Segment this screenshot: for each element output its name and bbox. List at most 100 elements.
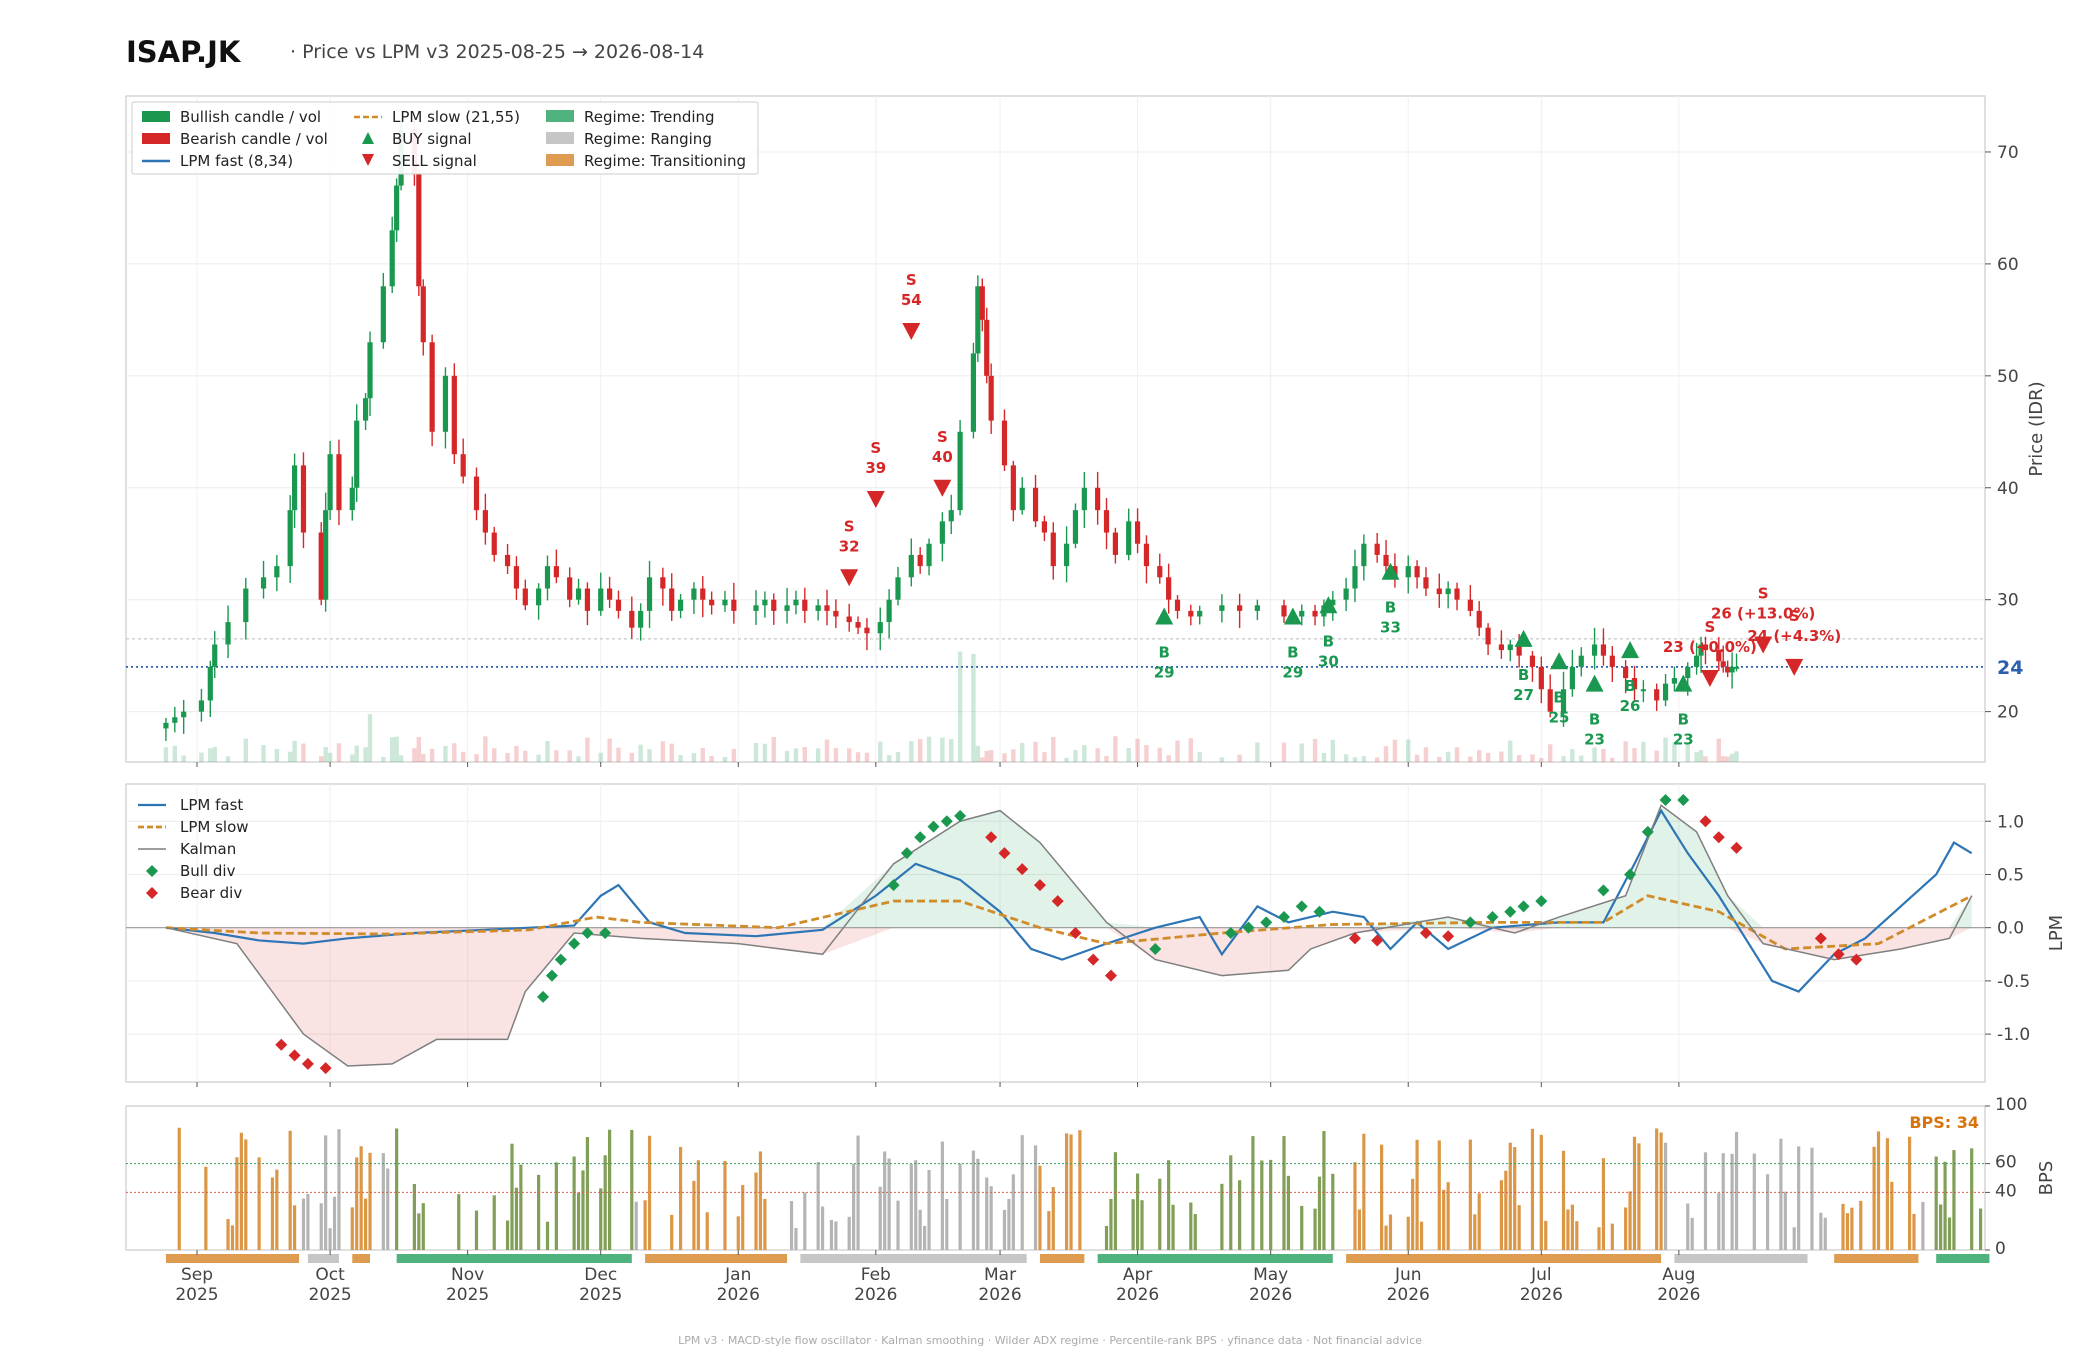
bps-bar <box>887 1158 891 1250</box>
sell-signal-price: 24 (+4.3%) <box>1747 627 1841 645</box>
lpm-panel: -1.0 -0.5 0.0 0.5 1.0 LPM LPM fast LPM slow Kalm… <box>125 783 2067 1083</box>
volume-bar <box>722 756 728 762</box>
lpm-legend-label: Bull div <box>180 862 236 880</box>
bps-bar <box>1038 1165 1042 1250</box>
candle-body <box>1343 588 1349 600</box>
candle-body <box>1414 566 1420 578</box>
candle-body <box>1219 605 1225 611</box>
bps-bar <box>1078 1130 1082 1250</box>
bull-div-marker <box>1149 942 1162 955</box>
bps-bar <box>1859 1200 1863 1250</box>
candle-body <box>629 610 635 628</box>
bps-bar <box>1912 1213 1916 1250</box>
volume-bar <box>1126 747 1131 762</box>
bull-div-marker <box>914 831 927 844</box>
buy-signal-marker <box>1381 562 1400 580</box>
sell-signal-letter: S <box>906 271 917 289</box>
volume-bar <box>616 747 621 762</box>
volume-bar <box>1623 741 1628 762</box>
bps-bar <box>1659 1132 1663 1250</box>
candle-body <box>336 454 342 511</box>
bull-div-marker <box>1597 884 1610 897</box>
x-tick-month: May <box>1253 1265 1288 1285</box>
volume-bar <box>975 745 981 762</box>
candle-body <box>677 599 684 611</box>
bps-bar <box>1171 1204 1175 1250</box>
x-tick-month: Dec <box>584 1265 617 1285</box>
bull-div-marker <box>1260 916 1273 929</box>
volume-bar <box>1729 753 1735 762</box>
volume-bar <box>1592 747 1597 762</box>
volume-bar <box>762 743 768 762</box>
sell-signal-letter: S <box>1758 584 1769 602</box>
candle-body <box>1001 420 1008 466</box>
candle-body <box>1467 599 1473 611</box>
bps-tick-label: 60 <box>1995 1153 2017 1173</box>
candle-body <box>802 599 808 611</box>
candle-body <box>1237 605 1243 611</box>
volume-bar <box>988 750 994 762</box>
buy-signal-price: 30 <box>1318 652 1339 670</box>
bps-bar <box>989 1186 993 1250</box>
candle-body <box>975 286 981 354</box>
buy-signal-letter: B <box>1678 711 1689 729</box>
bear-div-marker <box>319 1062 332 1075</box>
bear-div-marker <box>998 847 1011 860</box>
candle-body <box>1126 521 1132 555</box>
candle-body <box>1032 487 1039 522</box>
sell-signal-marker <box>1785 658 1804 676</box>
volume-bar <box>864 752 870 762</box>
bps-bar <box>1468 1139 1472 1250</box>
bear-div-marker <box>301 1057 314 1070</box>
volume-bar <box>199 752 204 762</box>
bps-bar <box>301 1198 306 1250</box>
bull-div-marker <box>1295 900 1308 913</box>
candle-body <box>939 521 945 544</box>
volume-bar <box>163 747 169 762</box>
volume-bar <box>855 752 861 762</box>
bull-div-marker <box>537 990 550 1003</box>
price-legend: Bullish candle / vol Bearish candle / vol… <box>131 101 759 175</box>
volume-bar <box>394 736 399 762</box>
volume-bar <box>1547 744 1553 762</box>
candle-body <box>709 599 715 606</box>
volume-bar <box>585 737 590 762</box>
volume-bar <box>172 745 178 762</box>
candle-body <box>1112 532 1118 555</box>
volume-bar <box>793 748 799 762</box>
volume-bar <box>1423 747 1429 762</box>
candle-body <box>988 375 994 421</box>
sell-signal-letter: S <box>937 428 948 446</box>
bps-bar <box>1730 1153 1734 1250</box>
volume-bar <box>452 743 457 762</box>
bps-bar <box>1499 1180 1503 1250</box>
volume-bar <box>1485 752 1491 762</box>
candle-body <box>504 554 511 567</box>
price-tick-label: 70 <box>1997 143 2019 163</box>
x-tick-month: Jan <box>724 1265 751 1285</box>
candle-body <box>815 605 821 611</box>
x-tick-month: Nov <box>451 1265 484 1285</box>
candle-body <box>917 554 923 567</box>
bps-bar <box>1380 1144 1384 1250</box>
bps-bar <box>1752 1153 1756 1250</box>
lpm-legend-swatch-bull <box>146 865 158 877</box>
volume-bar <box>354 745 359 762</box>
sell-signal-price: 26 (+13.0%) <box>1711 604 1815 622</box>
bull-div-marker <box>1535 895 1548 908</box>
sell-signal-marker <box>1754 636 1773 654</box>
volume-bar <box>1694 752 1699 762</box>
bps-axis-label: BPS <box>2036 1161 2057 1196</box>
bps-bar <box>332 1196 337 1250</box>
price-plot-frame <box>125 95 1986 763</box>
bps-bar <box>1947 1217 1952 1250</box>
volume-bar <box>1082 745 1087 762</box>
volume-bar <box>1734 751 1739 762</box>
volume-bar <box>1374 757 1380 762</box>
bps-bar <box>230 1225 235 1250</box>
candle-body <box>416 174 422 287</box>
volume-bar <box>1343 754 1349 762</box>
bps-bar <box>257 1157 261 1250</box>
x-tick-year: 2026 <box>978 1285 1021 1305</box>
volume-bar <box>1321 752 1327 762</box>
